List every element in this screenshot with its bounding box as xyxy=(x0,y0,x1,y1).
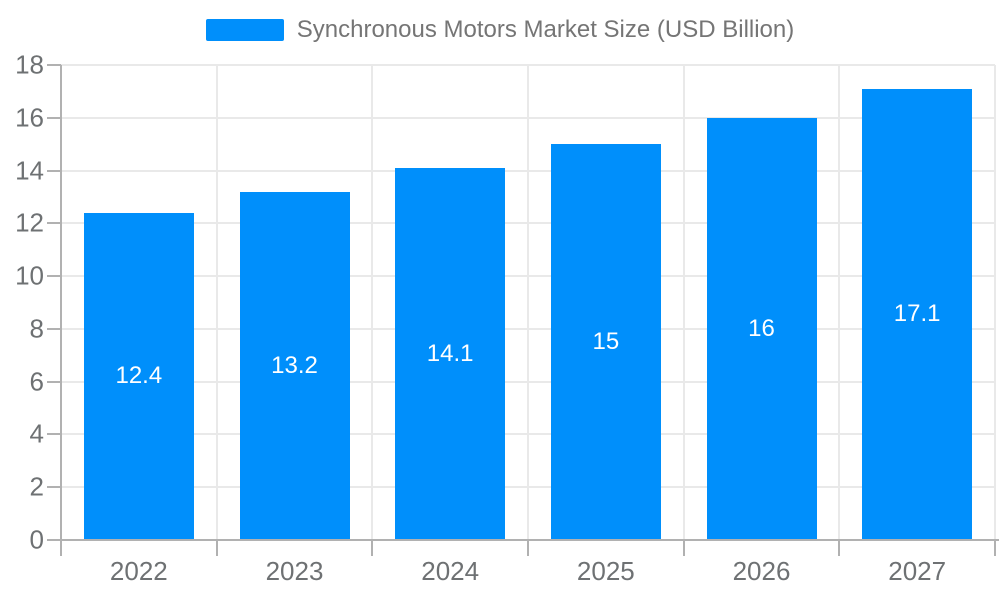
bar-value-label: 12.4 xyxy=(115,362,163,390)
legend-item[interactable]: Synchronous Motors Market Size (USD Bill… xyxy=(205,16,795,44)
x-axis-tick-mark xyxy=(994,540,996,556)
y-tick-label: 18 xyxy=(15,49,44,80)
x-tick-label: 2025 xyxy=(576,556,635,586)
y-axis-tick-mark xyxy=(47,433,61,436)
x-axis-tick-mark xyxy=(838,540,841,556)
x-axis-tick-mark xyxy=(527,540,529,556)
y-tick-label: 8 xyxy=(29,313,44,344)
x-axis-line xyxy=(47,539,999,541)
x-tick-label: 2026 xyxy=(732,556,791,586)
y-tick-label: 14 xyxy=(15,155,44,186)
y-axis-tick-mark xyxy=(47,116,61,119)
bar-value-label: 16 xyxy=(748,314,775,342)
gridline-vertical xyxy=(527,65,529,540)
y-tick-label: 4 xyxy=(29,418,44,449)
x-axis-tick-mark xyxy=(371,540,374,556)
x-tick-label: 2022 xyxy=(109,556,168,586)
y-axis-tick-mark xyxy=(47,64,61,66)
x-tick-label: 2027 xyxy=(888,556,947,586)
gridline-vertical xyxy=(838,65,841,540)
x-tick-label: 2024 xyxy=(421,556,480,586)
bar[interactable] xyxy=(706,117,817,540)
y-axis-tick-mark xyxy=(47,380,61,383)
bar-value-label: 13.2 xyxy=(271,351,318,379)
bar[interactable] xyxy=(83,212,194,540)
y-tick-label: 16 xyxy=(15,102,44,133)
chart-legend: Synchronous Motors Market Size (USD Bill… xyxy=(0,16,1000,44)
bar-value-label: 14.1 xyxy=(426,339,474,367)
y-tick-label: 2 xyxy=(29,471,44,502)
y-axis-tick-mark xyxy=(47,486,61,489)
y-axis-tick-mark xyxy=(47,327,61,330)
bar[interactable] xyxy=(550,144,661,540)
plot-area: 12.4 13.2 14.1 15 16 17.1 xyxy=(61,64,996,540)
legend-swatch xyxy=(205,19,284,41)
gridline-vertical xyxy=(215,65,218,540)
x-tick-label: 2023 xyxy=(265,556,324,586)
y-axis-tick-mark xyxy=(47,169,61,172)
bar-value-label: 17.1 xyxy=(893,300,941,328)
y-axis-tick-mark xyxy=(47,275,61,278)
y-axis-tick-mark xyxy=(47,222,61,225)
gridline-vertical xyxy=(994,65,996,540)
bar[interactable] xyxy=(395,167,506,540)
bar[interactable] xyxy=(862,88,973,540)
x-axis-tick-mark xyxy=(682,540,685,556)
y-tick-label: 12 xyxy=(15,207,44,238)
legend-label: Synchronous Motors Market Size (USD Bill… xyxy=(296,16,795,43)
y-tick-label: 0 xyxy=(29,524,44,555)
gridline-vertical xyxy=(682,65,685,540)
x-axis-tick-mark xyxy=(215,540,218,556)
gridline-vertical xyxy=(371,65,374,540)
y-axis-line xyxy=(60,65,62,556)
bar-value-label: 15 xyxy=(592,328,620,356)
bar[interactable] xyxy=(239,191,350,540)
y-tick-label: 6 xyxy=(29,366,44,397)
y-tick-label: 10 xyxy=(15,260,44,291)
